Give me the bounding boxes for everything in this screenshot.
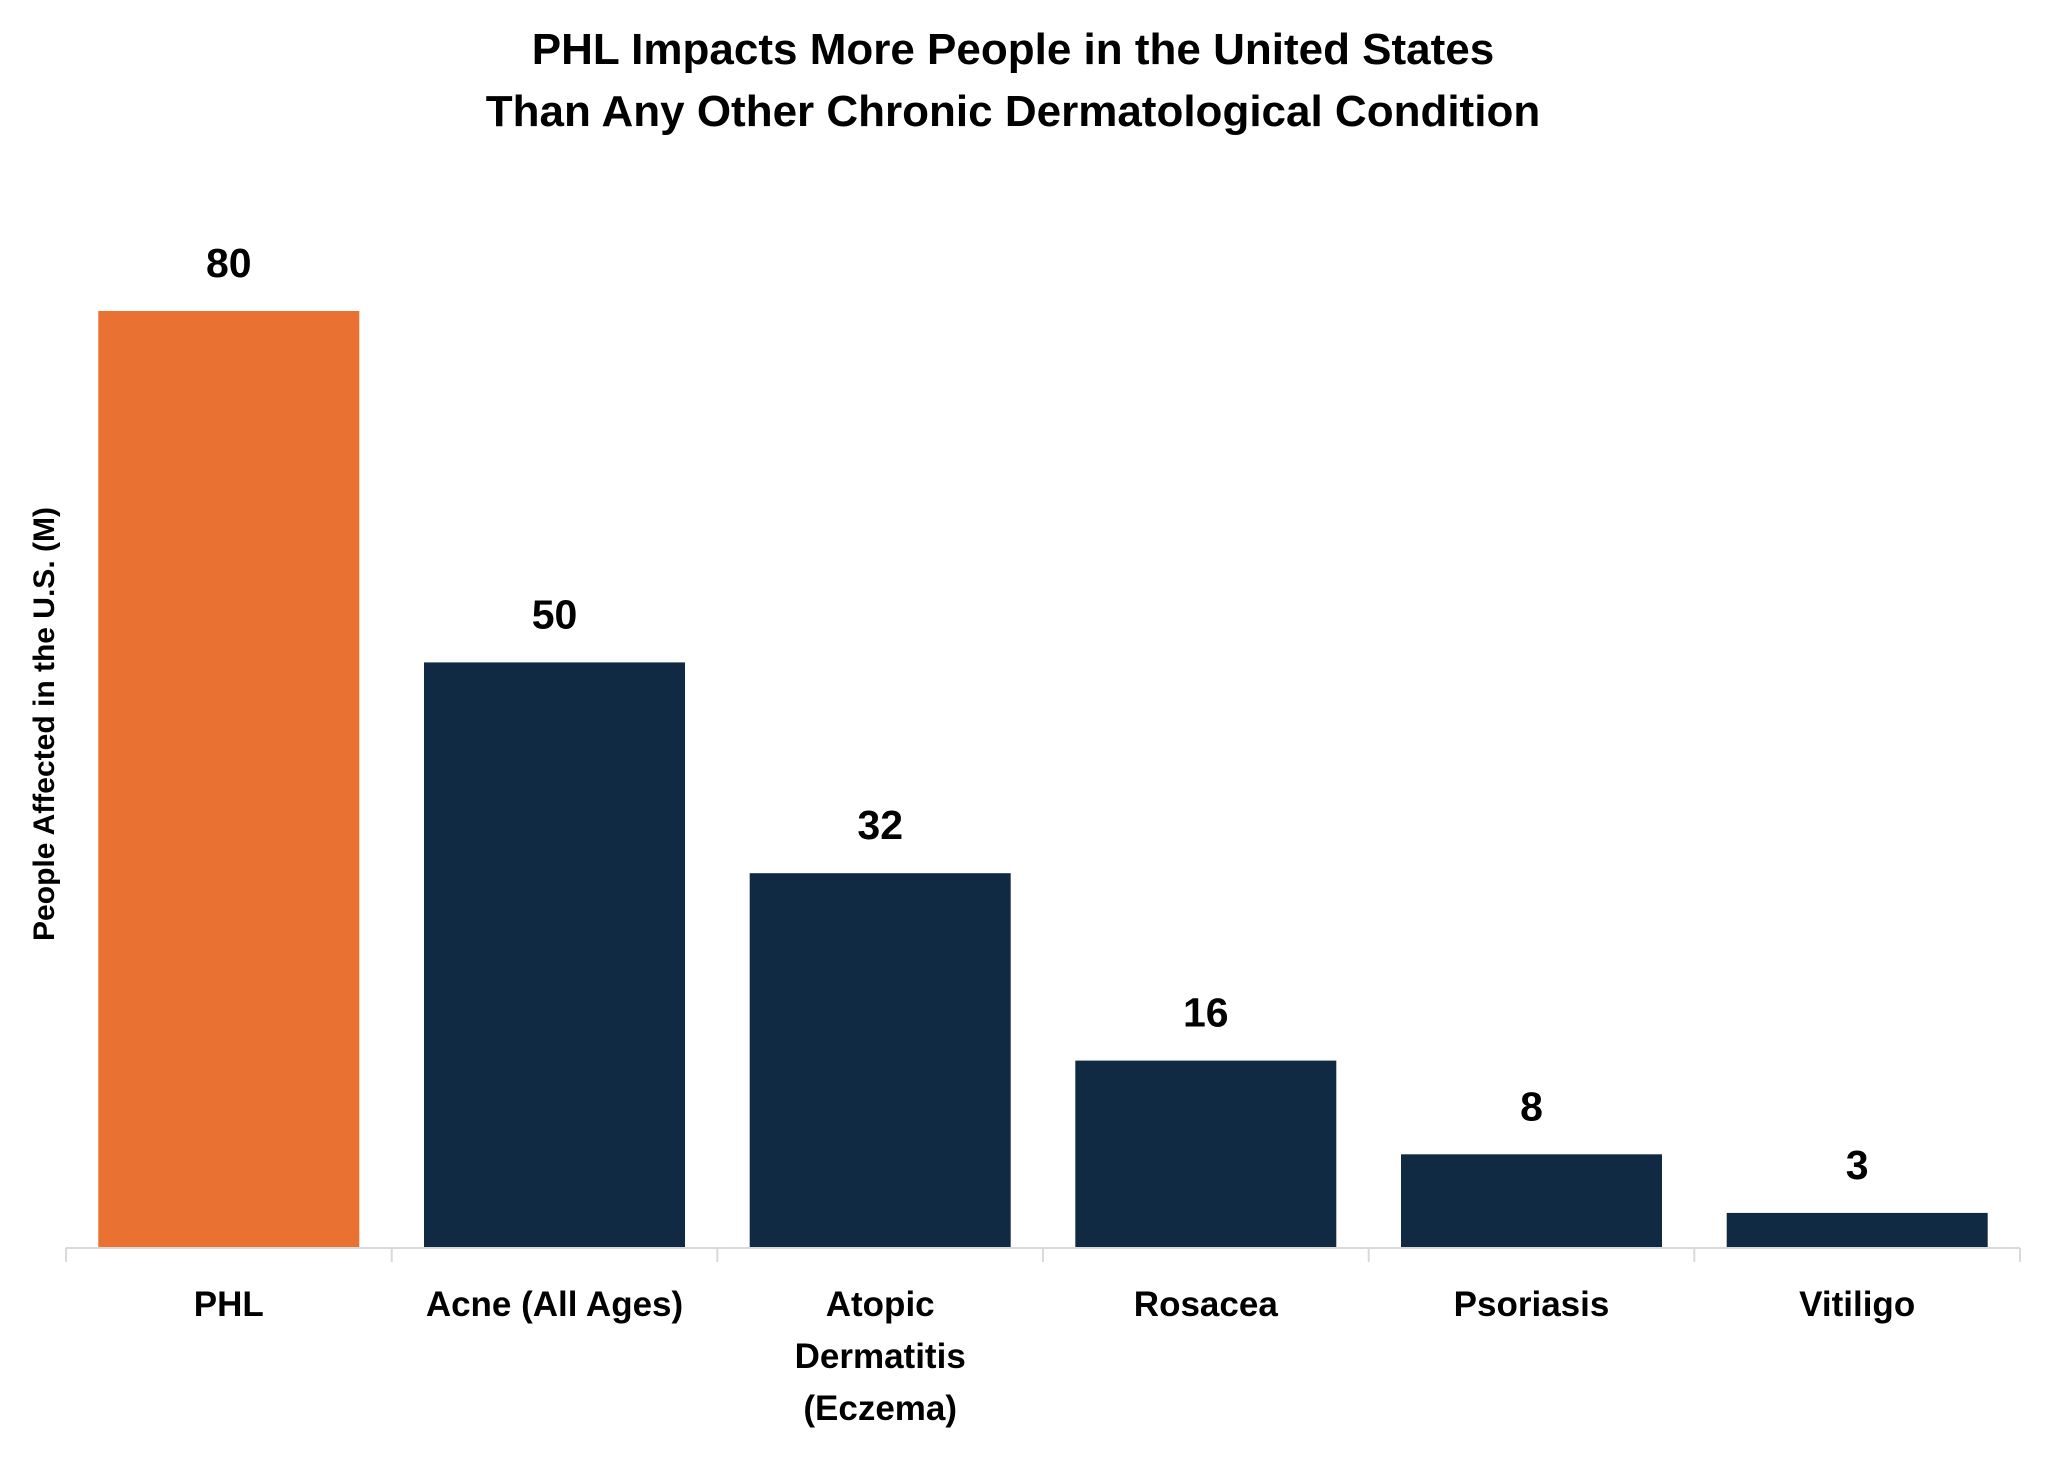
- chart-title: PHL Impacts More People in the United St…: [486, 25, 1540, 136]
- data-label-4: 8: [1520, 1083, 1543, 1129]
- y-axis-title: People Affected in the U.S. (M): [28, 507, 61, 941]
- bar-1: [424, 662, 685, 1248]
- category-label-5: Vitiligo: [1799, 1285, 1915, 1324]
- category-label-2-line-0: Atopic: [826, 1285, 935, 1324]
- chart-title-line-2: Than Any Other Chronic Dermatological Co…: [486, 87, 1540, 136]
- category-label-0: PHL: [194, 1285, 264, 1324]
- data-label-0: 80: [206, 240, 252, 286]
- bar-3: [1075, 1060, 1337, 1248]
- bar-2: [749, 873, 1011, 1248]
- data-label-1: 50: [532, 591, 578, 637]
- category-label-1: Acne (All Ages): [426, 1285, 683, 1324]
- data-label-5: 3: [1846, 1142, 1869, 1188]
- bar-5: [1726, 1212, 1988, 1248]
- data-label-3: 16: [1183, 990, 1229, 1036]
- category-labels-group: PHL Acne (All Ages) Atopic Dermatitis (Eczem…: [194, 1285, 1915, 1428]
- x-axis: [65, 1247, 2021, 1262]
- category-label-2-line-1: Dermatitis: [795, 1337, 966, 1376]
- category-label-4: Psoriasis: [1454, 1285, 1610, 1324]
- bars-group: [98, 311, 1988, 1248]
- category-label-3: Rosacea: [1134, 1285, 1279, 1324]
- data-label-2: 32: [857, 802, 903, 848]
- bar-0: [98, 311, 360, 1248]
- category-label-2-line-2: (Eczema): [803, 1389, 957, 1428]
- bar-4: [1401, 1154, 1662, 1248]
- data-labels-group: 80 50 32 16 8 3: [206, 240, 1869, 1188]
- chart-title-line-1: PHL Impacts More People in the United St…: [532, 25, 1495, 74]
